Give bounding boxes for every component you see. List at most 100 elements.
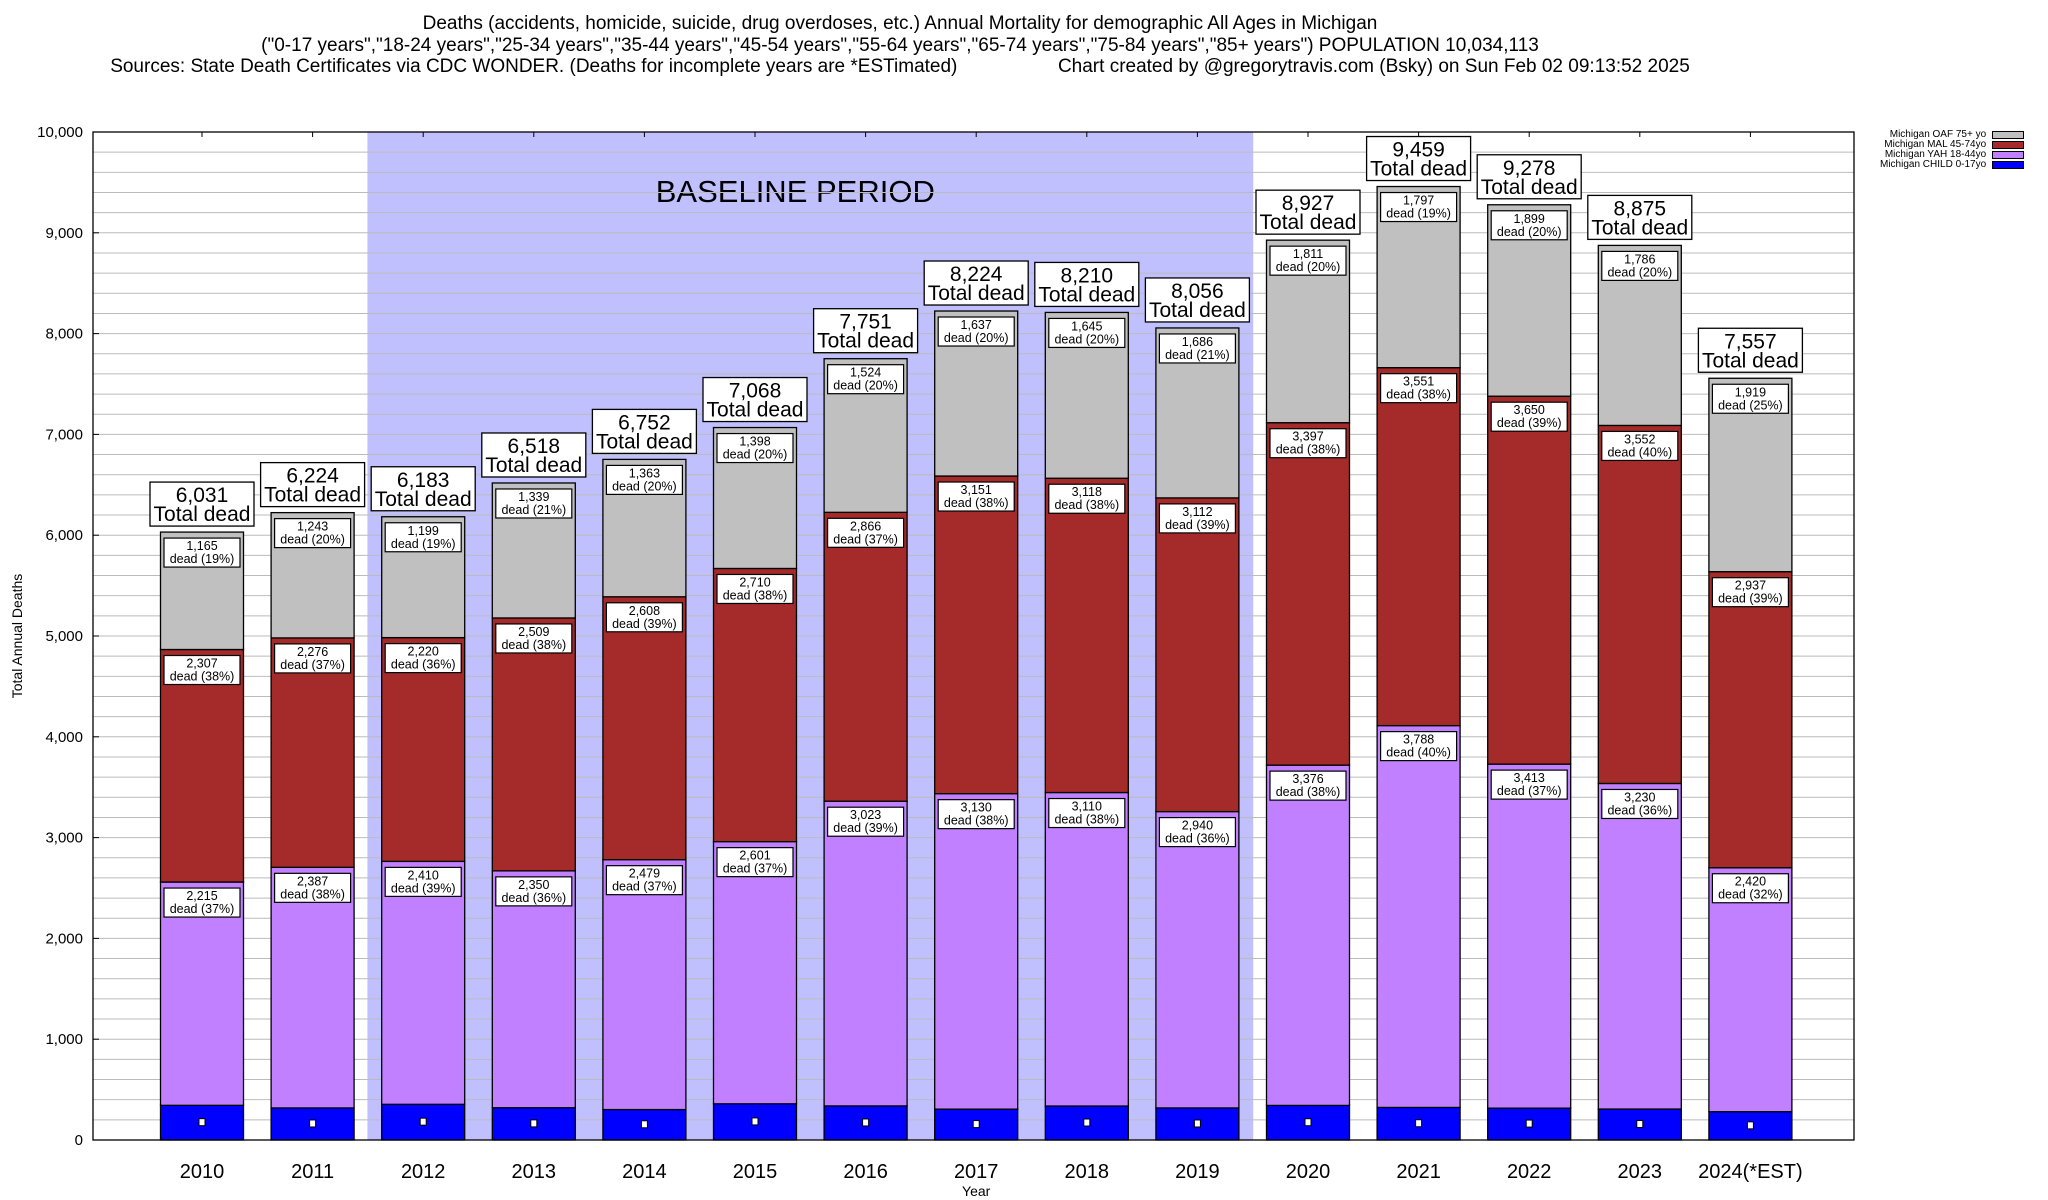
y-tick-label: 8,000 bbox=[45, 326, 83, 343]
baseline-period-label: BASELINE PERIOD bbox=[656, 174, 935, 209]
total-label-box bbox=[1587, 194, 1693, 241]
legend-swatch bbox=[1992, 161, 2025, 169]
bar-segment bbox=[1155, 810, 1240, 1109]
segment-pct-label: dead (19%) bbox=[391, 537, 456, 551]
bar-segment bbox=[159, 881, 245, 1106]
segment-pct-label: dead (37%) bbox=[723, 862, 788, 876]
segment-label-box bbox=[605, 464, 684, 495]
segment-label-box bbox=[1048, 797, 1126, 829]
segment-pct-label: dead (36%) bbox=[501, 891, 566, 905]
segment-pct-label: dead (39%) bbox=[1165, 518, 1230, 532]
total-value-label: 6,518 bbox=[508, 435, 561, 458]
segment-label-box bbox=[1601, 788, 1679, 820]
segment-label-box bbox=[1158, 503, 1237, 534]
segment-label-box bbox=[716, 573, 794, 605]
segment-marker bbox=[1525, 1119, 1533, 1128]
segment-marker bbox=[1636, 1120, 1644, 1129]
total-suffix-label: Total dead bbox=[485, 454, 582, 477]
segment-value-label: 3,112 bbox=[1182, 505, 1212, 519]
bar-segment bbox=[1265, 422, 1351, 766]
segment-pct-label: dead (40%) bbox=[1607, 445, 1672, 459]
total-suffix-label: Total dead bbox=[154, 503, 251, 526]
segment-value-label: 2,276 bbox=[297, 645, 328, 659]
segment-marker bbox=[640, 1120, 648, 1129]
x-tick-label: 2018 bbox=[1065, 1161, 1110, 1183]
segment-marker bbox=[1304, 1118, 1312, 1127]
bar-segment bbox=[270, 866, 355, 1109]
total-value-label: 8,056 bbox=[1171, 280, 1224, 303]
segment-label-box bbox=[274, 643, 352, 674]
total-label-box bbox=[259, 461, 366, 508]
segment-value-label: 1,199 bbox=[408, 524, 439, 538]
total-value-label: 9,459 bbox=[1392, 139, 1445, 162]
segment-pct-label: dead (36%) bbox=[1607, 803, 1672, 817]
x-tick-label: 2015 bbox=[733, 1161, 778, 1183]
segment-label-box bbox=[937, 316, 1015, 347]
segment-label-box bbox=[1269, 770, 1347, 801]
total-label-box bbox=[1255, 189, 1361, 235]
segment-value-label: 3,230 bbox=[1624, 790, 1655, 804]
segment-value-label: 3,551 bbox=[1403, 375, 1434, 389]
y-tick-label: 9,000 bbox=[45, 225, 83, 242]
total-suffix-label: Total dead bbox=[1260, 211, 1357, 234]
total-label-box bbox=[370, 466, 476, 512]
segment-pct-label: dead (38%) bbox=[1276, 443, 1341, 457]
total-suffix-label: Total dead bbox=[1149, 299, 1246, 322]
total-suffix-label: Total dead bbox=[928, 282, 1025, 305]
segment-label-box bbox=[1490, 769, 1568, 800]
bar-segment bbox=[712, 840, 798, 1105]
segment-pct-label: dead (20%) bbox=[1497, 225, 1562, 239]
segment-label-box bbox=[1601, 250, 1679, 281]
segment-marker bbox=[1746, 1121, 1754, 1130]
total-suffix-label: Total dead bbox=[264, 484, 361, 507]
bar-segment bbox=[823, 800, 908, 1107]
segment-value-label: 2,940 bbox=[1182, 819, 1213, 833]
segment-pct-label: dead (39%) bbox=[391, 881, 456, 895]
total-suffix-label: Total dead bbox=[1481, 176, 1578, 199]
x-tick-label: 2019 bbox=[1175, 1161, 1220, 1183]
x-tick-label: 2014 bbox=[622, 1161, 667, 1183]
segment-pct-label: dead (38%) bbox=[501, 638, 566, 652]
total-label-box bbox=[1476, 154, 1582, 200]
segment-pct-label: dead (21%) bbox=[1165, 348, 1230, 362]
bar-segment bbox=[491, 617, 576, 872]
bar-segment bbox=[1044, 791, 1129, 1107]
total-suffix-label: Total dead bbox=[1370, 158, 1467, 181]
segment-value-label: 2,479 bbox=[629, 867, 660, 881]
segment-pct-label: dead (20%) bbox=[612, 479, 677, 493]
segment-pct-label: dead (38%) bbox=[170, 670, 235, 684]
bar-segment bbox=[602, 596, 687, 861]
total-label-box bbox=[702, 376, 808, 423]
segment-label-box bbox=[826, 517, 905, 548]
segment-value-label: 3,413 bbox=[1514, 771, 1545, 785]
segment-label-box bbox=[384, 866, 462, 897]
legend-label: Michigan MAL 45-74yo bbox=[1884, 139, 1987, 150]
segment-pct-label: dead (20%) bbox=[1607, 265, 1672, 279]
segment-label-box bbox=[1158, 816, 1237, 848]
segment-value-label: 1,637 bbox=[961, 318, 992, 332]
segment-pct-label: dead (20%) bbox=[833, 379, 898, 393]
total-value-label: 7,068 bbox=[729, 380, 782, 403]
segment-value-label: 2,710 bbox=[739, 575, 770, 589]
segment-value-label: 3,110 bbox=[1072, 800, 1102, 814]
segment-value-label: 2,410 bbox=[408, 868, 439, 882]
segment-value-label: 1,339 bbox=[518, 490, 549, 504]
segment-pct-label: dead (36%) bbox=[1165, 832, 1230, 846]
segment-marker bbox=[862, 1118, 870, 1127]
segment-pct-label: dead (39%) bbox=[833, 821, 898, 835]
segment-label-box bbox=[716, 847, 794, 878]
x-tick-label: 2012 bbox=[401, 1161, 446, 1183]
segment-pct-label: dead (21%) bbox=[501, 503, 566, 517]
bar-segment bbox=[1044, 477, 1129, 794]
y-tick-label: 7,000 bbox=[45, 426, 83, 443]
segment-pct-label: dead (38%) bbox=[1386, 388, 1451, 402]
segment-pct-label: dead (39%) bbox=[1497, 416, 1562, 430]
segment-marker bbox=[309, 1119, 317, 1128]
total-value-label: 6,031 bbox=[176, 484, 229, 507]
y-tick-label: 1,000 bbox=[45, 1031, 83, 1048]
segment-value-label: 2,937 bbox=[1735, 579, 1766, 593]
segment-value-label: 1,524 bbox=[850, 366, 881, 380]
segment-label-box bbox=[1379, 191, 1458, 223]
y-tick-label: 4,000 bbox=[45, 729, 83, 746]
segment-pct-label: dead (37%) bbox=[1497, 784, 1562, 798]
